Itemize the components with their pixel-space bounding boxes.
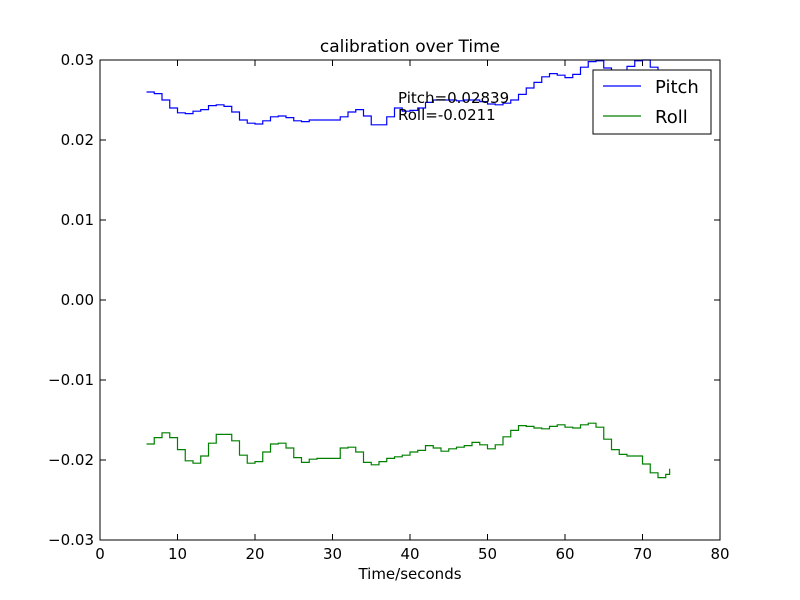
x-tick-label: 60 <box>555 545 574 563</box>
x-axis-label: Time/seconds <box>357 565 461 583</box>
y-tick-label: 0.02 <box>61 131 94 149</box>
x-tick-label: 30 <box>323 545 342 563</box>
y-tick-label: 0.01 <box>61 211 94 229</box>
roll-annotation: Roll=-0.0211 <box>398 106 496 124</box>
x-tick-label: 20 <box>245 545 264 563</box>
x-tick-label: 0 <box>95 545 105 563</box>
y-tick-label: −0.03 <box>48 531 94 549</box>
series-line-roll <box>146 422 671 479</box>
y-tick-label: 0.03 <box>61 51 94 69</box>
x-tick-label: 10 <box>168 545 187 563</box>
annotations: Pitch=0.02839 Roll=-0.0211 <box>398 89 509 124</box>
chart-title: calibration over Time <box>320 37 500 57</box>
legend-box <box>592 69 712 135</box>
x-tick-label: 80 <box>710 545 729 563</box>
legend: Pitch Roll <box>592 69 712 135</box>
x-tick-label: 70 <box>633 545 652 563</box>
y-tick-label: 0.00 <box>61 291 94 309</box>
series-line-pitch <box>146 59 670 126</box>
legend-label-pitch: Pitch <box>655 77 699 98</box>
legend-label-roll: Roll <box>655 107 688 128</box>
x-tick-label: 40 <box>400 545 419 563</box>
pitch-annotation: Pitch=0.02839 <box>398 89 509 107</box>
y-tick-label: −0.02 <box>48 451 94 469</box>
axis-ticks: 0 10 20 30 40 50 60 70 80 −0.03 −0.02 −0.01 0.00 0.01… <box>48 51 730 563</box>
x-tick-label: 50 <box>478 545 497 563</box>
y-tick-label: −0.01 <box>48 371 94 389</box>
plot-frame <box>99 59 721 541</box>
series-layer <box>146 59 671 479</box>
